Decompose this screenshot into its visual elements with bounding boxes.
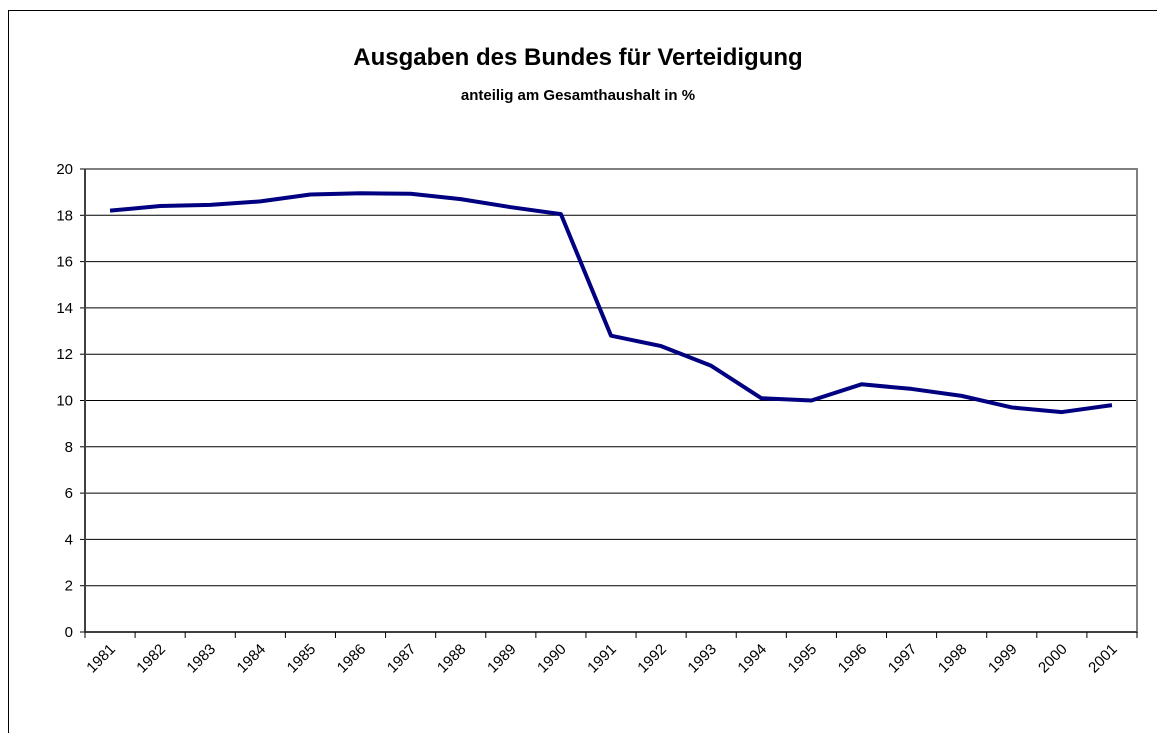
y-tick-label: 8 [65,439,73,456]
y-tick-label: 0 [65,624,73,641]
chart-title: Ausgaben des Bundes für Verteidigung [353,44,802,71]
y-tick-label: 2 [65,578,73,595]
y-tick-label: 12 [56,346,73,363]
chart-frame [8,10,1157,733]
y-tick-label: 14 [56,300,73,317]
y-tick-label: 6 [65,485,73,502]
y-tick-label: 18 [56,207,73,224]
y-tick-label: 4 [65,531,73,548]
y-tick-label: 20 [56,161,73,178]
chart-subtitle: anteilig am Gesamthaushalt in % [461,87,695,104]
y-tick-label: 16 [56,254,73,271]
y-tick-label: 10 [56,393,73,410]
line-series [109,191,1113,415]
